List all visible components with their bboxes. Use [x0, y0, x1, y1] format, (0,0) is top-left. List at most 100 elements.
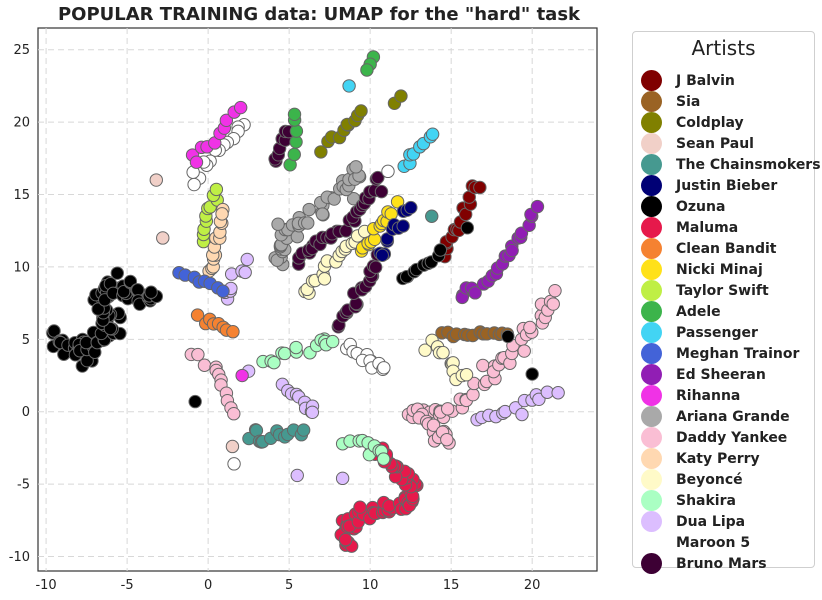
legend-item-rihanna: Rihanna: [641, 385, 740, 406]
legend-marker: [641, 427, 662, 448]
legend-marker: [641, 112, 662, 133]
legend-item-coldplay: Coldplay: [641, 112, 744, 133]
point-ozuna: [116, 285, 131, 299]
point-ariana-grande: [290, 229, 305, 244]
legend-item-ariana-grande: Ariana Grande: [641, 406, 790, 427]
point-ozuna: [501, 329, 515, 344]
point-daddy-yankee: [466, 387, 480, 402]
legend-item-katy-perry: Katy Perry: [641, 448, 760, 469]
y-tick-label: 20: [13, 116, 30, 131]
point-daddy-yankee: [546, 297, 560, 311]
legend-marker: [641, 133, 662, 154]
point-beyonc: [317, 272, 332, 286]
y-tick-label: 25: [13, 43, 30, 58]
legend-label: Clean Bandit: [676, 240, 777, 257]
legend-marker: [641, 469, 662, 490]
point-justin-bieber: [396, 219, 410, 233]
legend-item-the-chainsmokers: The Chainsmokers: [641, 154, 821, 175]
point-the-chainsmokers: [296, 423, 311, 437]
point-ariana-grande: [271, 217, 285, 231]
point-dua-lipa: [240, 252, 254, 267]
point-daddy-yankee: [441, 402, 455, 416]
legend-marker: [641, 217, 662, 238]
legend-label: Nicki Minaj: [676, 261, 763, 278]
legend-item-beyonc: Beyoncé: [641, 469, 743, 490]
point-shakira: [277, 346, 292, 361]
point-daddy-yankee: [548, 283, 562, 298]
legend-marker: [641, 364, 662, 385]
point-daddy-yankee: [517, 344, 531, 358]
legend-marker: [641, 448, 662, 469]
legend-item-meghan-trainor: Meghan Trainor: [641, 343, 799, 364]
point-clean-bandit: [190, 308, 205, 322]
point-ariana-grande: [349, 160, 363, 174]
point-daddy-yankee: [523, 320, 537, 335]
legend-label: Ozuna: [676, 198, 726, 215]
legend-item-taylor-swift: Taylor Swift: [641, 280, 769, 301]
legend-label: Ed Sheeran: [676, 366, 766, 383]
y-tick-label: -5: [17, 478, 30, 493]
point-shakira: [376, 452, 391, 466]
y-tick-label: 10: [13, 260, 30, 275]
x-tick-label: 5: [285, 578, 293, 593]
legend-item-sia: Sia: [641, 91, 700, 112]
grid-lines: [38, 28, 597, 571]
point-passenger: [342, 79, 356, 93]
point-sean-paul: [149, 173, 163, 187]
legend-item-maluma: Maluma: [641, 217, 738, 238]
legend-label: Meghan Trainor: [676, 345, 800, 362]
legend-marker: [641, 553, 662, 574]
legend-marker: [641, 259, 662, 280]
legend-item-justin-bieber: Justin Bieber: [641, 175, 777, 196]
point-j-balvin: [473, 180, 487, 195]
point-ozuna: [103, 321, 118, 336]
point-coldplay: [394, 89, 408, 103]
point-ozuna: [460, 221, 475, 235]
legend-marker: [641, 196, 662, 217]
x-tick-label: -10: [35, 578, 56, 593]
legend-label: Sean Paul: [676, 135, 754, 152]
legend-item-ed-sheeran: Ed Sheeran: [641, 364, 766, 385]
point-justin-bieber: [375, 248, 389, 262]
point-ariana-grande: [302, 202, 316, 217]
data-points: [46, 50, 565, 553]
y-tick-label: 0: [22, 405, 30, 420]
point-shakira: [289, 340, 303, 355]
point-maluma: [338, 532, 353, 547]
legend-marker: [641, 301, 662, 322]
legend-label: Daddy Yankee: [676, 429, 788, 446]
legend-label: Maluma: [676, 219, 739, 236]
legend-label: Ariana Grande: [676, 408, 790, 425]
point-ariana-grande: [327, 192, 341, 206]
legend-label: The Chainsmokers: [676, 156, 821, 173]
point-nicki-minaj: [390, 195, 405, 209]
legend-marker: [641, 322, 662, 343]
legend-label: J Balvin: [676, 72, 735, 89]
legend-marker: [641, 91, 662, 112]
point-maroon-5: [381, 164, 395, 179]
point-ed-sheeran: [505, 243, 519, 258]
point-maroon-5: [187, 177, 201, 192]
legend-marker: [641, 70, 662, 91]
point-taylor-swift: [209, 182, 224, 197]
legend-marker: [641, 511, 662, 532]
point-dua-lipa: [551, 386, 565, 400]
legend-item-passenger: Passenger: [641, 322, 758, 343]
legend-label: Dua Lipa: [676, 513, 746, 530]
point-bruno-mars: [371, 170, 385, 185]
point-ozuna: [47, 324, 61, 338]
point-sean-paul: [225, 439, 240, 454]
point-maroon-5: [227, 457, 241, 471]
x-tick-label: 15: [443, 578, 460, 593]
point-passenger: [425, 127, 440, 141]
legend-marker: [641, 280, 662, 301]
point-adele: [360, 63, 374, 77]
point-adele: [287, 147, 301, 162]
point-beyonc: [418, 343, 432, 357]
point-adele: [289, 124, 304, 138]
point-daddy-yankee: [440, 432, 454, 447]
legend-label: Rihanna: [676, 387, 741, 404]
point-clean-bandit: [226, 325, 240, 339]
legend-item-maroon-5: Maroon 5: [641, 532, 750, 553]
